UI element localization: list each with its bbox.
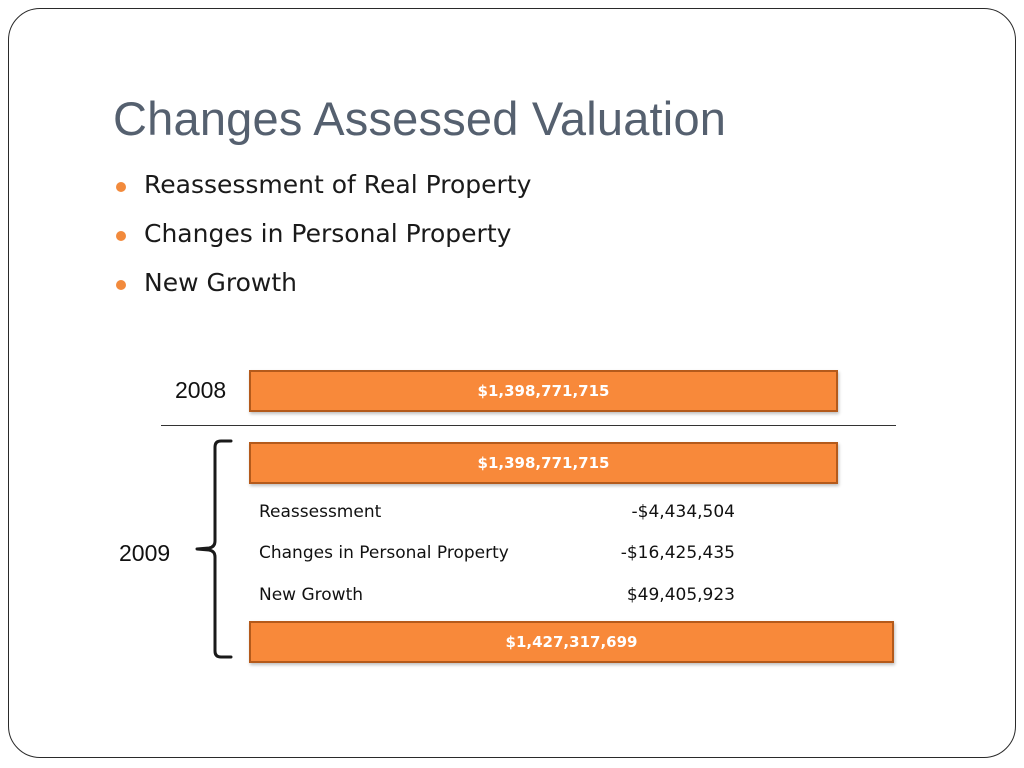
change-label: Changes in Personal Property <box>259 543 509 563</box>
change-value: -$16,425,435 <box>620 543 735 563</box>
change-row-personal-property: Changes in Personal Property -$16,425,43… <box>259 543 735 567</box>
change-value: $49,405,923 <box>626 585 735 605</box>
change-row-new-growth: New Growth $49,405,923 <box>259 585 735 609</box>
change-value: -$4,434,504 <box>631 502 735 522</box>
curly-brace-icon <box>195 439 233 659</box>
year-2008-label: 2008 <box>175 377 227 403</box>
slide-title: Changes Assessed Valuation <box>113 92 727 145</box>
bullet-dot-icon <box>116 231 126 241</box>
valuation-2009-start-value: $1,398,771,715 <box>477 454 610 472</box>
slide: Changes Assessed Valuation Reassessment … <box>8 8 1016 758</box>
divider-line <box>161 425 896 426</box>
valuation-2009-start-bar: $1,398,771,715 <box>249 442 838 484</box>
change-label: New Growth <box>259 585 364 605</box>
bullet-dot-icon <box>116 280 126 290</box>
valuation-2008-bar: $1,398,771,715 <box>249 370 838 412</box>
bullet-label: Changes in Personal Property <box>144 219 512 248</box>
bullet-label: Reassessment of Real Property <box>144 170 532 199</box>
change-label: Reassessment <box>259 502 382 522</box>
bullet-label: New Growth <box>144 268 297 297</box>
valuation-2009-end-bar: $1,427,317,699 <box>249 621 894 663</box>
year-2009-label: 2009 <box>119 540 171 566</box>
bullet-dot-icon <box>116 182 126 192</box>
valuation-2008-value: $1,398,771,715 <box>477 382 610 400</box>
change-row-reassessment: Reassessment -$4,434,504 <box>259 502 735 526</box>
valuation-2009-end-value: $1,427,317,699 <box>505 633 638 651</box>
